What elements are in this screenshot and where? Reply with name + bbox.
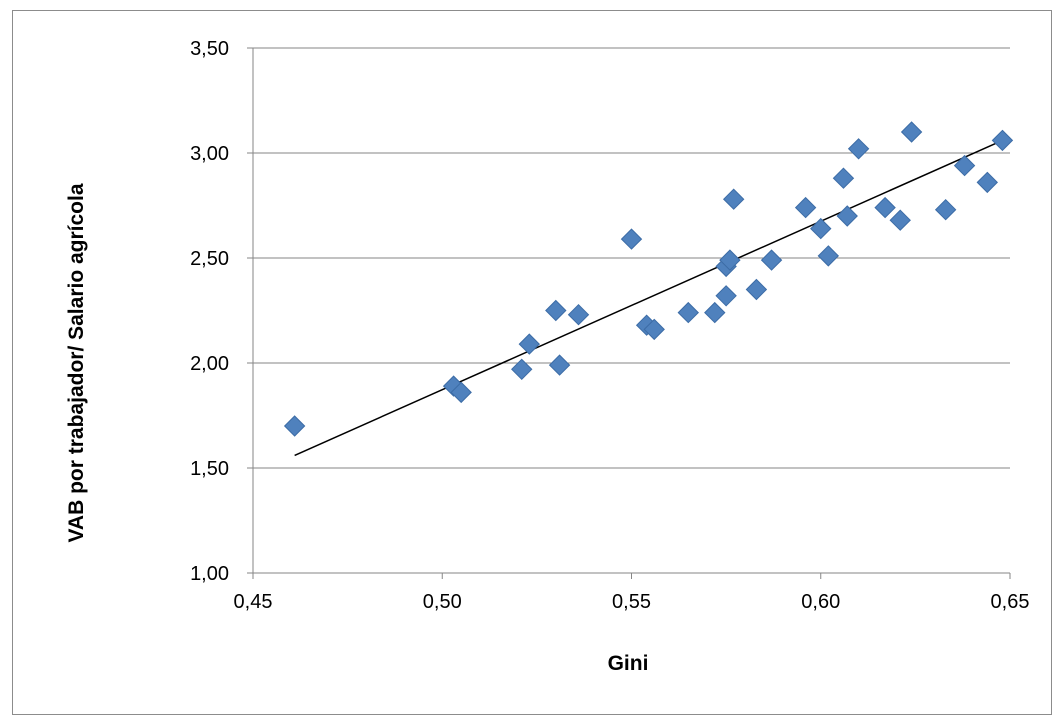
x-tick-label: 0,50: [423, 591, 462, 613]
data-point: [874, 196, 896, 219]
x-tick-label: 0,55: [612, 591, 651, 613]
x-tick-label: 0,65: [991, 591, 1030, 613]
y-tick-label: 2,50: [190, 248, 229, 270]
data-point: [450, 381, 472, 404]
data-point: [953, 154, 976, 177]
x-tick-label: 0,60: [801, 591, 840, 613]
x-axis-title: Gini: [608, 652, 649, 675]
data-points: [283, 121, 1014, 437]
y-tick-label: 3,50: [190, 38, 229, 60]
data-point: [745, 278, 768, 301]
data-point: [847, 138, 870, 160]
x-tick-label: 0,45: [234, 591, 273, 613]
data-point: [567, 303, 590, 326]
data-point: [836, 205, 858, 227]
gridlines: [253, 47, 1010, 469]
data-point: [934, 198, 957, 221]
trendline-group: [294, 139, 1003, 457]
data-point: [760, 249, 783, 271]
y-tick-label: 3,00: [190, 143, 229, 165]
trendline: [294, 139, 1003, 457]
data-point: [810, 217, 832, 240]
data-point: [715, 285, 737, 307]
data-point: [511, 358, 533, 381]
data-point: [900, 121, 923, 143]
tick-labels: 1,00 1,50 2,00 2,50 3,00 3,50 0,45 0,50 0,55 0,60…: [190, 38, 1029, 613]
y-tick-label: 2,00: [190, 353, 229, 375]
data-point: [283, 415, 306, 437]
axes: [247, 47, 1011, 579]
data-point: [548, 354, 571, 376]
data-point: [976, 171, 998, 194]
y-axis-title: VAB por trabajador/ Salario agrícola: [65, 183, 88, 542]
data-point: [518, 333, 541, 355]
y-tick-label: 1,50: [190, 458, 229, 480]
data-point: [722, 188, 745, 210]
data-point: [677, 301, 699, 324]
data-point: [719, 249, 741, 271]
data-point: [991, 129, 1014, 152]
data-point: [704, 301, 726, 324]
data-point: [620, 228, 643, 250]
data-point: [794, 196, 817, 219]
data-point: [889, 209, 911, 231]
y-tick-label: 1,00: [190, 563, 229, 585]
data-point: [545, 299, 567, 322]
data-point: [817, 245, 840, 267]
data-point: [832, 167, 855, 189]
data-point: [643, 318, 665, 341]
